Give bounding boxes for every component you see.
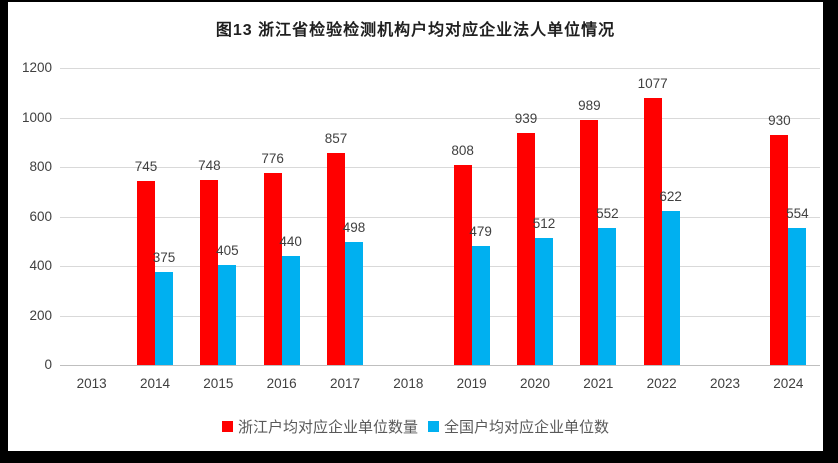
gridline [60, 68, 820, 69]
bar-zhejiang-2024 [770, 134, 789, 365]
data-label: 622 [659, 189, 682, 205]
data-label: 554 [786, 205, 809, 221]
bar-zhejiang-2022 [643, 98, 662, 365]
data-label: 498 [342, 219, 366, 235]
legend-label: 全国户均对应企业单位数 [444, 419, 610, 436]
data-label: 552 [596, 206, 619, 222]
bar-zhejiang-2021 [580, 120, 599, 365]
x-tick-label: 2021 [583, 376, 614, 391]
y-tick-label: 1200 [21, 60, 52, 75]
bar-national-2019 [471, 246, 490, 365]
data-label: 939 [514, 110, 538, 126]
x-tick-label: 2017 [329, 376, 361, 391]
plot-area: 0 200 400 600 800 1000 1200 2013 2014 745 375 2015 7… [22, 61, 820, 391]
y-tick-label: 400 [29, 258, 52, 273]
bar-national-2021 [598, 228, 617, 365]
x-tick-label: 2020 [519, 376, 551, 391]
data-label: 930 [768, 112, 791, 128]
legend-item-zhejiang: 浙江户均对应企业单位数量 [221, 416, 418, 437]
legend-swatch-icon [221, 421, 233, 432]
y-tick-label: 1000 [21, 109, 52, 125]
gridline [60, 266, 820, 267]
gridline [60, 117, 820, 119]
x-tick-label: 2024 [773, 376, 804, 391]
data-label: 512 [532, 216, 556, 232]
y-tick-label: 800 [29, 159, 52, 174]
legend-swatch-icon [428, 421, 439, 432]
bar-national-2020 [535, 238, 553, 365]
data-label: 440 [279, 234, 302, 250]
bar-national-2015 [218, 264, 237, 365]
bar-national-2016 [281, 256, 300, 365]
x-tick-label: 2018 [393, 376, 424, 391]
x-tick-label: 2015 [203, 376, 234, 391]
bar-zhejiang-2020 [517, 132, 535, 365]
data-label: 989 [578, 98, 601, 114]
bar-zhejiang-2015 [200, 179, 219, 365]
data-label: 857 [324, 130, 348, 146]
data-label: 375 [152, 250, 176, 266]
data-label: 808 [451, 143, 474, 159]
bar-national-2022 [661, 211, 680, 365]
x-tick-label: 2019 [456, 376, 487, 391]
gridline [60, 315, 820, 317]
chart-panel: 图13 浙江省检验检测机构户均对应企业法人单位情况 0 200 400 600 800 1… [8, 2, 823, 451]
y-tick-label: 200 [29, 307, 52, 323]
data-label: 745 [134, 158, 158, 174]
bar-zhejiang-2019 [453, 165, 472, 365]
x-tick-label: 2016 [266, 376, 297, 391]
x-tick-label: 2013 [76, 376, 107, 391]
data-label: 405 [216, 242, 239, 258]
legend-label: 浙江户均对应企业单位数量 [237, 419, 418, 436]
data-label: 479 [469, 224, 492, 240]
gridline [60, 365, 820, 366]
x-tick-label: 2022 [646, 376, 677, 391]
data-label: 776 [261, 150, 284, 166]
bar-zhejiang-2017 [327, 152, 345, 365]
y-tick-label: 600 [29, 208, 52, 224]
y-tick-label: 0 [44, 357, 52, 372]
data-label: 748 [198, 157, 221, 173]
bar-national-2014 [155, 272, 173, 365]
x-tick-label: 2014 [139, 376, 171, 391]
bar-zhejiang-2016 [263, 172, 282, 365]
chart-title: 图13 浙江省检验检测机构户均对应企业法人单位情况 [215, 22, 616, 39]
data-label: 1077 [637, 76, 668, 92]
bar-national-2017 [345, 241, 363, 365]
legend-item-national: 全国户均对应企业单位数 [428, 416, 609, 437]
bar-national-2024 [788, 227, 807, 365]
legend: 浙江户均对应企业单位数量 全国户均对应企业单位数 [8, 416, 823, 437]
gridline [60, 167, 820, 168]
gridline [60, 216, 820, 218]
x-tick-label: 2023 [709, 376, 741, 391]
bar-zhejiang-2014 [137, 180, 155, 365]
